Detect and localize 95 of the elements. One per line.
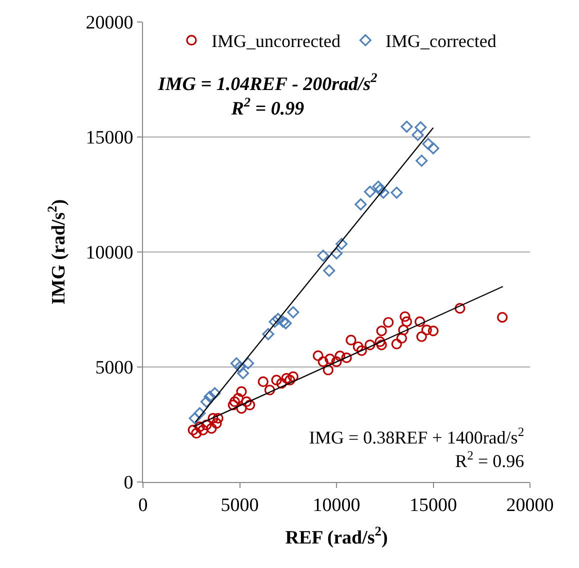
point xyxy=(236,403,247,414)
x-tick-label: 5000 xyxy=(220,494,259,516)
point xyxy=(341,352,352,364)
point xyxy=(194,407,206,420)
point xyxy=(268,316,281,328)
point xyxy=(234,361,246,373)
point xyxy=(318,356,328,368)
point xyxy=(271,374,282,386)
point xyxy=(264,384,276,396)
y-tick-label: 15000 xyxy=(86,128,134,149)
point xyxy=(242,357,254,370)
point xyxy=(497,312,508,323)
point xyxy=(236,386,247,397)
point xyxy=(374,184,386,196)
point xyxy=(228,400,238,410)
point xyxy=(204,390,216,403)
x-axis-title: REF (rad/s$^{2}$) xyxy=(285,524,388,549)
legend-label: IMG_corrected xyxy=(385,31,496,52)
point xyxy=(237,367,250,380)
point xyxy=(211,418,222,429)
point xyxy=(194,422,205,432)
point xyxy=(396,332,408,344)
point xyxy=(208,387,221,400)
point xyxy=(188,424,198,436)
point xyxy=(330,247,342,260)
point xyxy=(208,412,218,424)
text: IMG = 0.38REF + 1400rad/s$^{2}$ R$^{2}$ = 0.96 xyxy=(309,425,524,471)
x-tick-label: 0 xyxy=(138,494,148,516)
point xyxy=(376,340,387,350)
point xyxy=(276,378,287,389)
y-tick-label: 5000 xyxy=(95,358,134,379)
point xyxy=(364,340,376,350)
point xyxy=(390,186,403,199)
point xyxy=(356,345,367,356)
point xyxy=(377,186,390,199)
point xyxy=(200,396,212,408)
point xyxy=(198,424,208,436)
x-tick-label: 15000 xyxy=(410,494,457,516)
point xyxy=(336,238,348,250)
point xyxy=(258,376,268,388)
point xyxy=(422,138,434,150)
point xyxy=(272,312,284,325)
x-tick-label: 10000 xyxy=(312,494,360,516)
point xyxy=(421,324,432,336)
point xyxy=(427,142,440,154)
point xyxy=(201,420,212,430)
point xyxy=(241,396,252,408)
point xyxy=(352,341,364,352)
y-tick-label: 10000 xyxy=(86,242,134,264)
point xyxy=(244,400,256,410)
point xyxy=(391,338,402,350)
point xyxy=(212,412,224,424)
point xyxy=(354,198,367,210)
y-tick-label: 20000 xyxy=(86,12,134,34)
point xyxy=(277,316,290,328)
point xyxy=(454,303,466,314)
point xyxy=(398,324,409,336)
y-tick-label: 0 xyxy=(124,472,134,494)
point xyxy=(324,354,336,364)
point xyxy=(376,326,387,336)
point xyxy=(400,120,413,133)
x-tick-label: 20000 xyxy=(506,494,554,516)
point xyxy=(412,128,424,141)
point xyxy=(188,412,201,424)
point xyxy=(322,364,334,376)
point xyxy=(428,326,439,336)
point xyxy=(334,350,346,362)
point xyxy=(331,356,342,368)
point xyxy=(416,154,428,167)
point xyxy=(191,428,202,439)
point xyxy=(230,357,242,370)
point xyxy=(414,316,426,327)
point xyxy=(262,328,274,340)
point xyxy=(288,371,298,382)
point xyxy=(280,317,292,330)
point xyxy=(206,423,217,434)
point xyxy=(323,264,336,277)
point xyxy=(312,350,324,362)
point xyxy=(281,372,292,384)
point xyxy=(400,311,410,322)
point xyxy=(287,306,300,318)
point xyxy=(229,396,240,408)
point xyxy=(232,392,244,404)
point xyxy=(374,336,386,347)
legend-label: IMG_uncorrected xyxy=(212,31,340,52)
point xyxy=(346,334,356,346)
point xyxy=(383,317,394,328)
point xyxy=(401,316,412,327)
point xyxy=(372,180,384,193)
point xyxy=(416,331,427,342)
point xyxy=(414,121,427,134)
point xyxy=(364,186,376,198)
text: IMG = 1.04REF - 200rad/s$^{2}$ R$^{2}$ = 0.99 xyxy=(158,70,378,120)
point xyxy=(284,374,296,386)
point xyxy=(317,250,330,262)
